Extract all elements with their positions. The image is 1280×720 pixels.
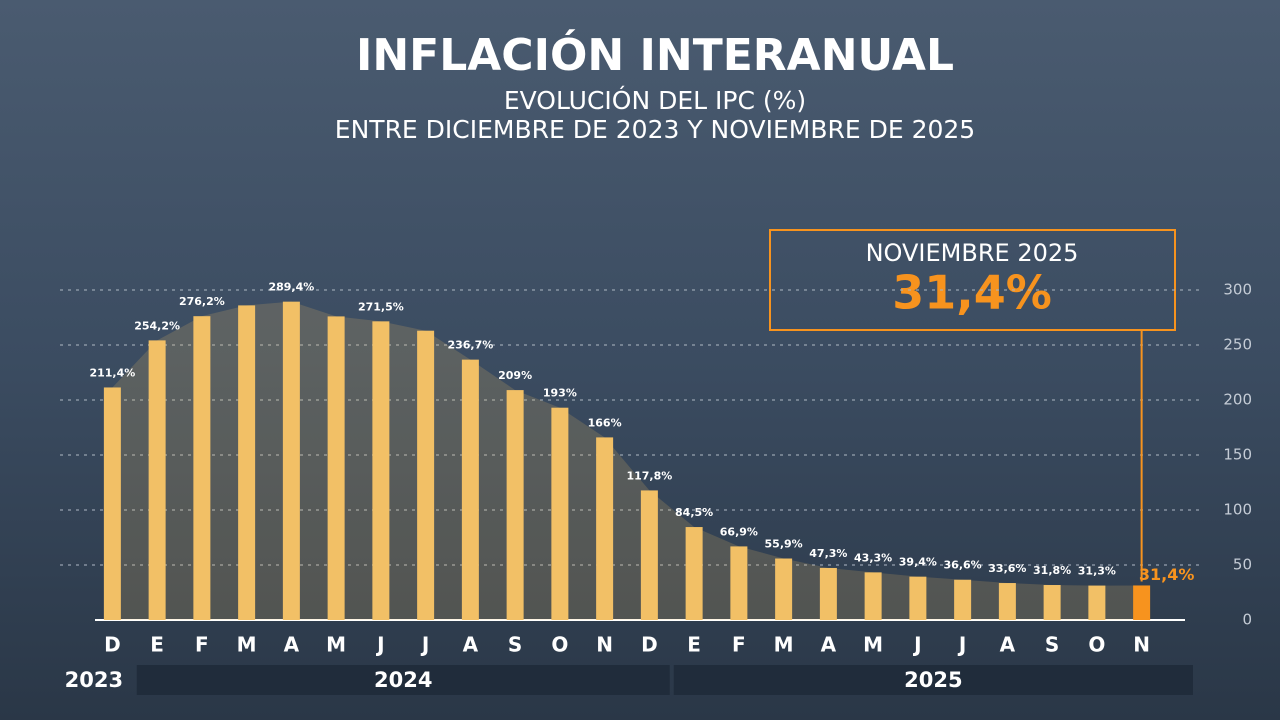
y-tick-label: 0: [1242, 611, 1252, 629]
value-label: 33,6%: [988, 562, 1026, 575]
x-tick-label: A: [821, 633, 837, 657]
x-tick-label: J: [912, 633, 921, 657]
value-label: 43,3%: [854, 551, 892, 564]
subtitle: EVOLUCIÓN DEL IPC (%): [504, 85, 806, 115]
x-tick-label: O: [551, 633, 568, 657]
value-label: 276,2%: [179, 295, 225, 308]
bar: [193, 316, 211, 620]
bar: [148, 340, 166, 620]
x-tick-label: M: [326, 633, 346, 657]
bar: [1088, 585, 1106, 620]
x-tick-label: A: [1000, 633, 1016, 657]
value-label: 209%: [498, 369, 532, 382]
value-label: 117,8%: [626, 469, 672, 482]
value-label: 84,5%: [675, 506, 713, 519]
bar: [461, 359, 479, 620]
x-tick-label: N: [596, 633, 613, 657]
bar: [640, 490, 658, 620]
bar: [551, 407, 569, 620]
bar: [417, 330, 435, 620]
y-tick-label: 50: [1233, 556, 1252, 574]
y-tick-label: 250: [1223, 336, 1252, 354]
value-label: 236,7%: [447, 339, 493, 352]
value-label: 166%: [588, 416, 622, 429]
year-label: 2025: [904, 668, 962, 692]
value-label: 36,6%: [944, 559, 982, 572]
bar: [327, 316, 345, 620]
bar: [909, 576, 927, 620]
x-tick-label: J: [957, 633, 966, 657]
trend-shade: [112, 301, 1142, 620]
x-tick-label: J: [375, 633, 384, 657]
year-band: [136, 665, 670, 695]
x-tick-label: M: [774, 633, 794, 657]
bar: [819, 567, 837, 620]
bar: [506, 390, 524, 620]
bar: [730, 546, 748, 620]
value-label: 193%: [543, 387, 577, 400]
y-tick-label: 200: [1223, 391, 1252, 409]
x-tick-label: E: [687, 633, 701, 657]
x-tick-label: D: [104, 633, 121, 657]
callout-title: NOVIEMBRE 2025: [866, 239, 1079, 267]
year-label: 2024: [374, 668, 432, 692]
y-tick-label: 100: [1223, 501, 1252, 519]
bar: [1043, 585, 1061, 620]
bar: [775, 558, 793, 620]
value-label: 66,9%: [720, 525, 758, 538]
value-label: 55,9%: [765, 538, 803, 551]
bar: [685, 527, 703, 620]
bar: [998, 583, 1016, 620]
x-tick-label: E: [150, 633, 164, 657]
bar: [596, 437, 614, 620]
bar: [372, 321, 390, 620]
bar: [864, 572, 882, 620]
x-tick-label: M: [237, 633, 257, 657]
subtitle: ENTRE DICIEMBRE DE 2023 Y NOVIEMBRE DE 2…: [335, 115, 975, 144]
x-tick-label: M: [863, 633, 883, 657]
x-tick-label: O: [1088, 633, 1105, 657]
value-label: 254,2%: [134, 319, 180, 332]
bar: [1133, 585, 1151, 620]
bar: [238, 305, 256, 620]
value-label: 289,4%: [268, 281, 314, 294]
x-tick-label: N: [1133, 633, 1150, 657]
bar: [282, 301, 300, 620]
x-tick-label: J: [420, 633, 429, 657]
value-label: 31,4%: [1139, 565, 1195, 584]
x-tick-label: S: [1045, 633, 1059, 657]
value-label: 31,3%: [1078, 565, 1116, 578]
value-label: 211,4%: [89, 366, 135, 379]
x-tick-label: S: [508, 633, 522, 657]
value-label: 47,3%: [809, 547, 847, 560]
x-tick-label: A: [284, 633, 300, 657]
y-tick-label: 300: [1223, 281, 1252, 299]
x-tick-label: F: [732, 633, 746, 657]
x-tick-label: D: [641, 633, 658, 657]
value-label: 39,4%: [899, 556, 937, 569]
value-label: 271,5%: [358, 300, 404, 313]
year-band: [673, 665, 1193, 695]
bar: [103, 387, 121, 620]
chart-title: INFLACIÓN INTERANUAL: [356, 28, 954, 81]
x-tick-label: A: [463, 633, 479, 657]
y-tick-label: 150: [1223, 446, 1252, 464]
x-tick-label: F: [195, 633, 209, 657]
value-label: 31,8%: [1033, 564, 1071, 577]
bar: [954, 579, 972, 620]
callout-value: 31,4%: [892, 266, 1052, 320]
year-label: 2023: [65, 668, 123, 692]
callout-box: [769, 229, 1176, 331]
